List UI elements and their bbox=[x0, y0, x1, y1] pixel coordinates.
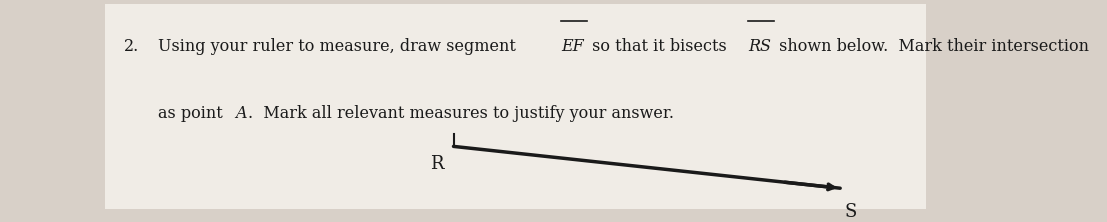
Text: shown below.  Mark their intersection: shown below. Mark their intersection bbox=[774, 38, 1088, 55]
Text: RS: RS bbox=[748, 38, 772, 55]
Text: .  Mark all relevant measures to justify your answer.: . Mark all relevant measures to justify … bbox=[248, 105, 674, 122]
Text: 2.: 2. bbox=[124, 38, 139, 55]
Text: A: A bbox=[236, 105, 247, 122]
Text: R: R bbox=[431, 155, 444, 173]
Text: so that it bisects: so that it bisects bbox=[587, 38, 732, 55]
Text: as point: as point bbox=[157, 105, 227, 122]
Text: EF: EF bbox=[561, 38, 584, 55]
FancyBboxPatch shape bbox=[105, 4, 927, 209]
Text: S: S bbox=[845, 203, 857, 221]
Text: Using your ruler to measure, draw segment: Using your ruler to measure, draw segmen… bbox=[157, 38, 520, 55]
